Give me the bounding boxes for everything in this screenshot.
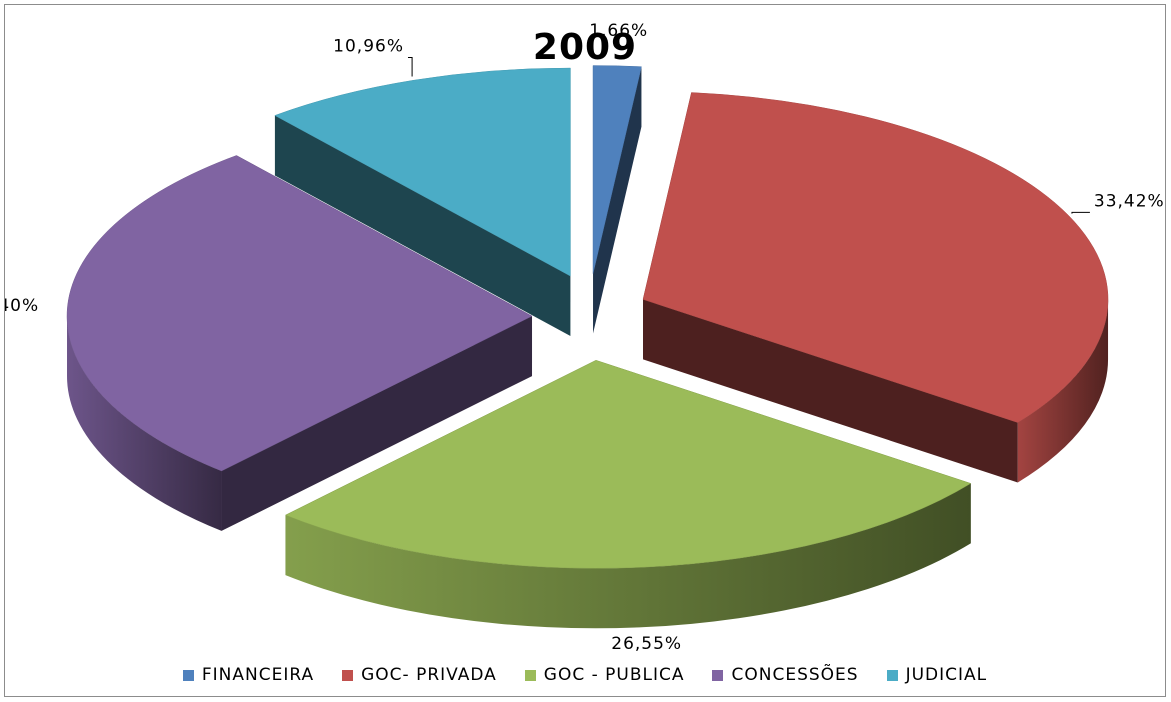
legend-entry: GOC - PUBLICA — [524, 665, 685, 685]
data-label: 27,40% — [5, 296, 39, 316]
slice-wall-1-end — [643, 299, 1018, 483]
legend-label: FINANCEIRA — [201, 665, 315, 685]
slice-wall-4-start — [274, 115, 571, 337]
slice-side-3 — [67, 316, 222, 531]
legend: FINANCEIRA GOC- PRIVADA GOC - PUBLICA CONCE… — [5, 665, 1165, 685]
leader-line — [1071, 211, 1090, 214]
chart-title: 2009 — [532, 27, 638, 68]
data-label: 1,66% — [589, 21, 648, 41]
legend-swatch — [524, 669, 536, 681]
pie-slice-goc-publica[interactable] — [284, 359, 972, 569]
pie-chart: 1,66% 33,42% 26,55% 27,40% 10,96% — [5, 21, 1165, 654]
pie-slice-goc-privada[interactable] — [642, 92, 1109, 423]
legend-entry: CONCESSÕES — [712, 665, 858, 685]
pie-slice-financeira[interactable] — [592, 65, 642, 274]
data-label: 10,96% — [333, 37, 404, 57]
legend-swatch — [342, 669, 354, 681]
legend-entry: JUDICIAL — [886, 665, 988, 685]
pie-slice-judicial[interactable] — [274, 67, 571, 277]
legend-swatch — [182, 669, 194, 681]
chart-area: 2009 1,66% 33,42% 26,55% 27,40% 10,96% FINAN… — [4, 4, 1166, 697]
legend-label: GOC- PRIVADA — [361, 665, 497, 685]
legend-entry: GOC- PRIVADA — [342, 665, 497, 685]
legend-label: JUDICIAL — [905, 665, 988, 685]
data-label: 33,42% — [1094, 191, 1165, 211]
slice-side-2 — [285, 483, 971, 629]
legend-label: CONCESSÕES — [731, 665, 859, 685]
legend-swatch — [886, 669, 898, 681]
pie-slice-concess-es[interactable] — [66, 155, 533, 472]
slice-wall-3-start — [221, 316, 533, 531]
legend-swatch — [712, 669, 724, 681]
data-label: 26,55% — [611, 634, 682, 654]
legend-entry: FINANCEIRA — [182, 665, 315, 685]
legend-label: GOC - PUBLICA — [543, 665, 685, 685]
slice-wall-0-end — [593, 66, 642, 334]
leader-line — [407, 57, 413, 77]
slice-side-1 — [1017, 299, 1109, 483]
